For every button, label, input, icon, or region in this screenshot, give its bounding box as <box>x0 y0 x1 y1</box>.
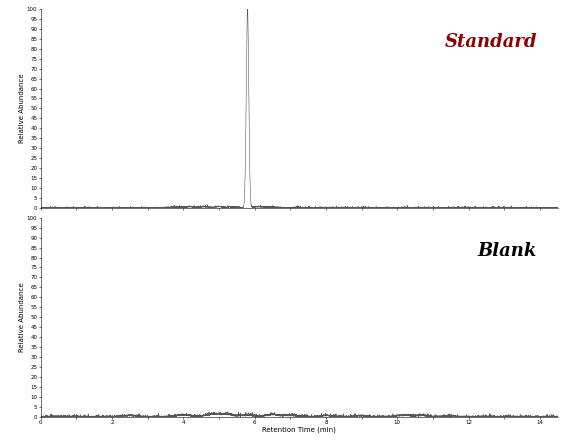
X-axis label: Retention Time (min): Retention Time (min) <box>262 426 336 433</box>
Y-axis label: Relative Abundance: Relative Abundance <box>19 282 26 352</box>
Text: Blank: Blank <box>478 241 537 260</box>
Y-axis label: Relative Abundance: Relative Abundance <box>19 73 26 143</box>
Text: Standard: Standard <box>444 33 537 51</box>
